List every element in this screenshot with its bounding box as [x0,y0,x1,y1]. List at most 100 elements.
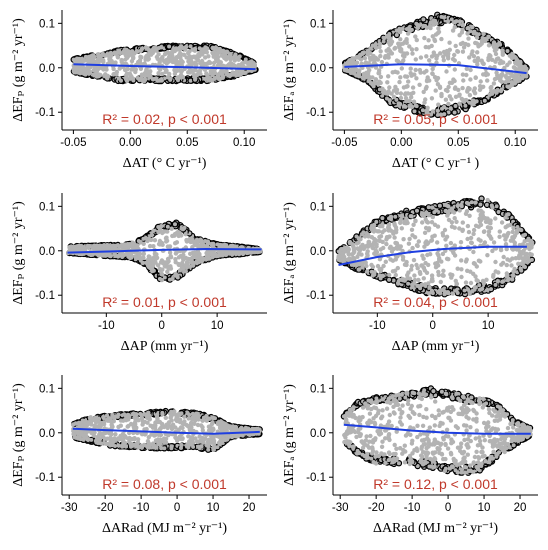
scatter-point [137,251,143,257]
scatter-point [407,98,412,104]
scatter-point [74,57,79,62]
scatter-point [441,15,447,20]
scatter-point [234,249,240,254]
scatter-point [510,52,515,58]
scatter-point [165,269,170,274]
scatter-point [216,76,222,82]
scatter-point [427,78,432,83]
scatter-point [242,249,248,255]
y-axis-label: ΔEFₐ (g m⁻² yr⁻¹) [282,19,297,121]
scatter-point [495,88,501,93]
scatter-point [385,35,391,40]
scatter-point [397,246,402,251]
scatter-point [140,78,145,84]
scatter-point [191,412,196,418]
scatter-point [510,442,517,449]
scatter-point [95,52,101,57]
scatter-point [424,219,430,224]
scatter-point [365,249,370,254]
scatter-point [425,241,430,247]
scatter-point [439,36,444,42]
scatter-point [198,439,203,444]
scatter-point [188,422,193,427]
scatter-point [417,82,422,88]
scatter-point [441,456,446,462]
scatter-point [473,200,478,205]
scatter-point [487,53,492,58]
scatter-point [429,43,434,49]
scatter-point [524,251,529,257]
scatter-point [509,263,514,268]
scatter-point [230,243,235,248]
scatter-point [236,72,242,78]
scatter-point [180,74,186,80]
scatter-point [132,437,137,442]
scatter-point [467,291,472,296]
scatter-point [427,24,433,29]
scatter-point [135,76,141,81]
scatter-point [402,103,407,109]
scatter-point [452,102,459,110]
scatter-point [413,34,418,39]
scatter-point [141,255,146,261]
scatter-point [217,441,223,447]
scatter-point [147,243,153,249]
scatter-point [165,59,170,64]
stats-annotation: R² = 0.02, p < 0.001 [102,111,227,127]
scatter-point [92,423,97,428]
scatter-point [430,34,435,39]
scatter-point [399,49,404,54]
scatter-point [186,434,191,439]
scatter-point [452,86,458,91]
scatter-point [411,222,416,227]
x-tick-label: -10 [369,320,386,332]
scatter-point [485,197,490,203]
scatter-point [170,422,176,427]
scatter-point [183,263,189,268]
scatter-point [392,213,399,220]
scatter-point [413,103,418,108]
scatter-point [150,268,155,274]
scatter-point [436,102,441,107]
scatter-point [477,201,484,208]
scatter-point [217,419,223,425]
scatter-point [363,61,368,66]
scatter-point [165,256,171,262]
scatter-point [155,415,160,420]
scatter-point [421,213,426,219]
scatter-point [486,34,491,39]
scatter-point [374,251,379,257]
scatter-point [95,434,101,439]
scatter-point [154,48,159,53]
scatter-point [356,267,361,272]
scatter-point [441,104,447,110]
scatter-point [132,51,137,56]
scatter-point [471,99,476,104]
scatter-point [198,237,203,242]
scatter-point [440,251,446,257]
scatter-point [457,19,463,24]
scatter-point [416,239,421,244]
scatter-point [88,57,94,62]
scatter-point [437,85,443,91]
scatter-point [419,282,425,287]
scatter-point [87,244,93,249]
scatter-point [450,28,456,33]
scatter-point [118,423,124,428]
scatter-point [522,264,527,269]
scatter-point [504,271,509,276]
scatter-point [510,235,515,240]
scatter-point [480,278,486,284]
scatter-point [360,265,365,270]
scatter-point [395,70,400,75]
scatter-point [154,76,159,81]
x-tick-label: 10 [482,320,495,332]
scatter-point [505,223,510,228]
scatter-point [396,281,401,286]
scatter-point [104,441,110,447]
scatter-point [415,283,420,288]
y-axis-label: ΔEFₐ (g m⁻² yr⁻¹) [282,202,297,304]
scatter-point [458,398,463,403]
scatter-point [180,260,185,266]
